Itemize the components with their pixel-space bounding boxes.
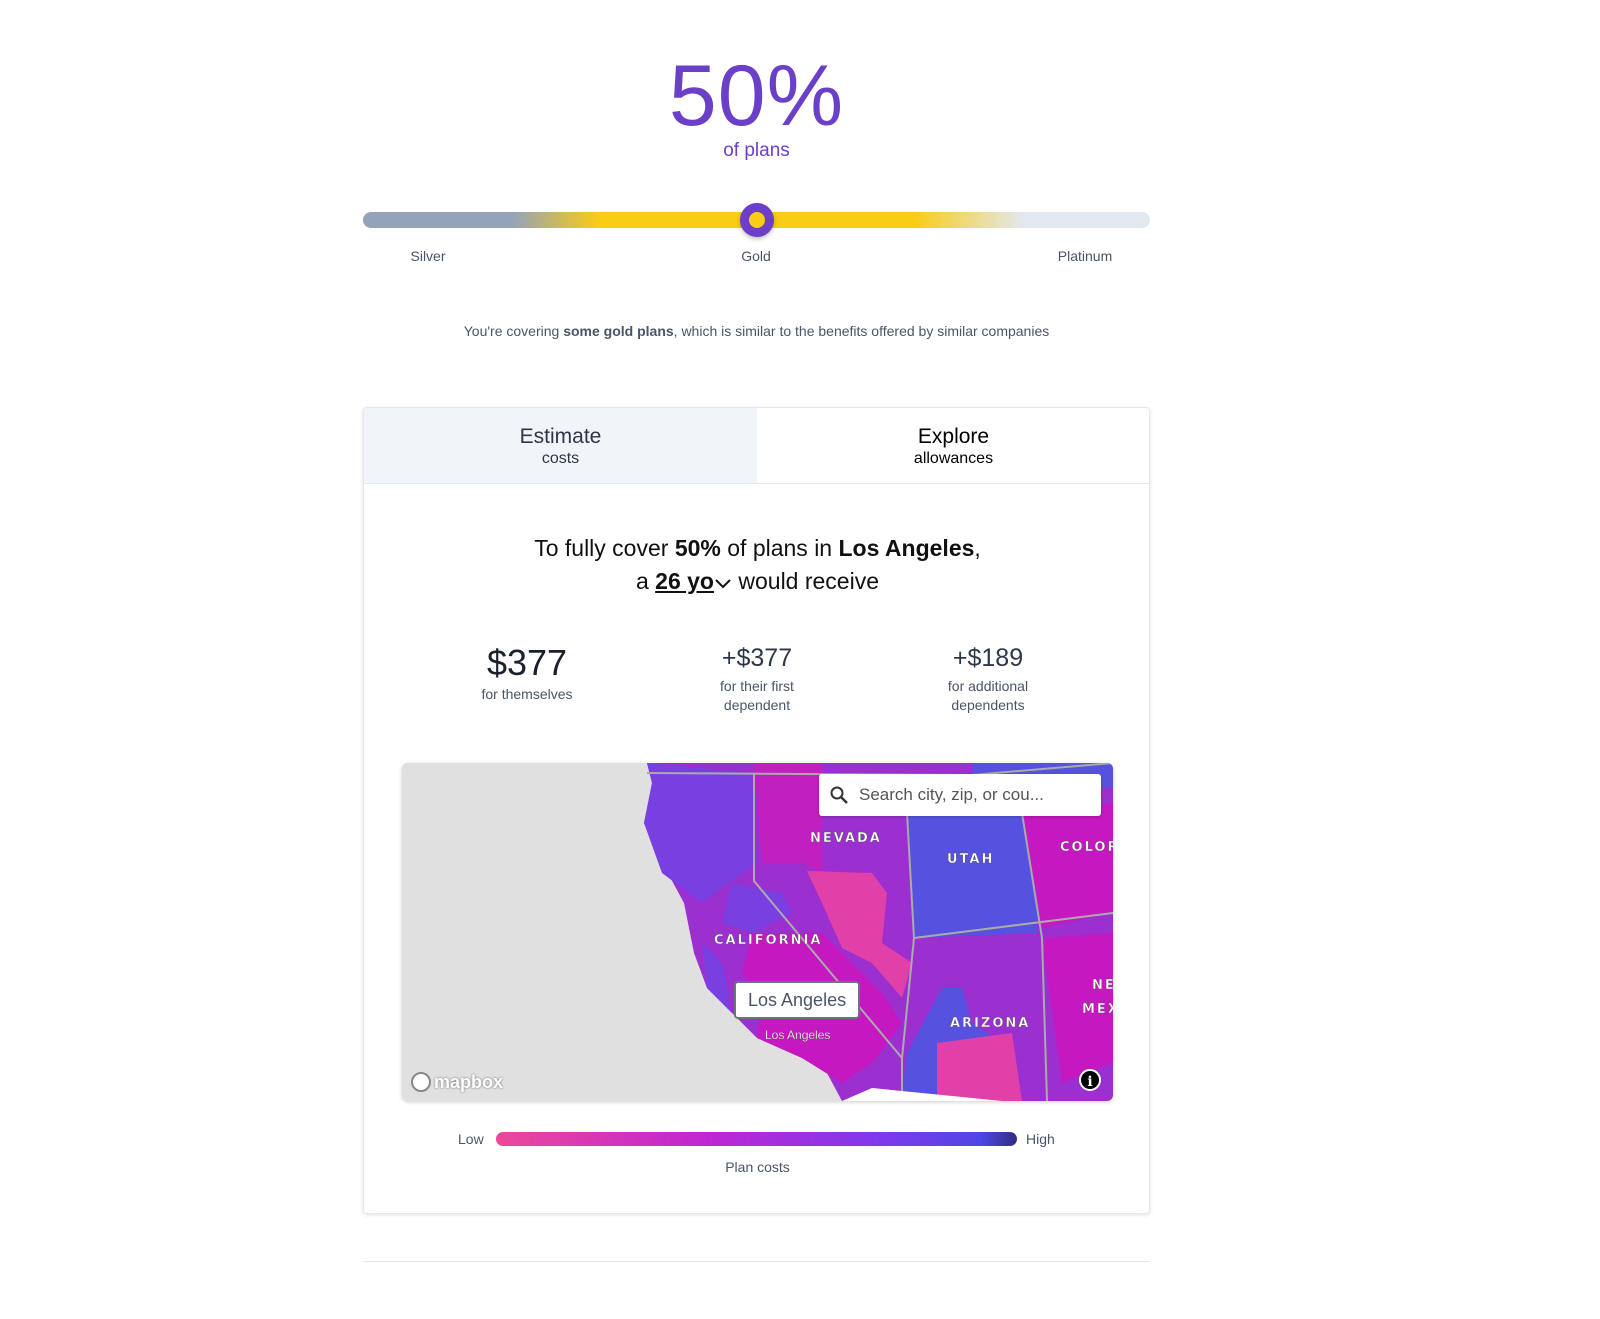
state-label-new: NE [1092, 978, 1113, 993]
state-label-utah: UTAH [947, 852, 994, 867]
plan-level-slider[interactable] [363, 203, 1150, 237]
city-label: Los Angeles [765, 1028, 830, 1042]
info-icon[interactable]: i [1079, 1069, 1101, 1091]
legend-gradient [496, 1132, 1017, 1146]
legend-high: High [1026, 1131, 1055, 1147]
tab-estimate-costs[interactable]: Estimate costs [364, 408, 757, 484]
legend-low: Low [458, 1131, 484, 1147]
tick-silver: Silver [410, 248, 446, 264]
tab-explore-allowances[interactable]: Explore allowances [757, 408, 1149, 484]
search-input[interactable] [859, 785, 1079, 805]
coverage-message: You're covering some gold plans, which i… [463, 323, 1050, 339]
stat-first-dependent: +$377 for their first dependent [720, 644, 794, 713]
plan-cost-map[interactable]: NEVADA UTAH COLOR CALIFORNIA ARIZONA NE … [402, 763, 1113, 1101]
search-icon [830, 786, 848, 804]
mapbox-icon [411, 1072, 431, 1092]
state-label-nevada: NEVADA [810, 831, 882, 846]
map-search[interactable] [819, 774, 1101, 816]
headline: To fully cover 50% of plans in Los Angel… [534, 535, 981, 594]
state-label-california: CALIFORNIA [714, 933, 822, 948]
state-label-arizona: ARIZONA [950, 1016, 1030, 1031]
age-dropdown[interactable]: 26 yo [655, 568, 732, 594]
legend-caption: Plan costs [725, 1159, 790, 1175]
slider-handle[interactable] [739, 203, 774, 237]
tick-gold: Gold [741, 248, 771, 264]
stat-additional-dependents: +$189 for additional dependents [947, 644, 1029, 713]
divider [363, 1261, 1150, 1262]
stat-self: $377 for themselves [481, 642, 573, 703]
state-label-colorado: COLOR [1060, 840, 1113, 855]
state-label-mexico: MEX [1082, 1002, 1113, 1017]
coverage-caption: of plans [723, 140, 790, 161]
location-popup: Los Angeles [734, 981, 861, 1019]
chevron-down-icon [715, 579, 731, 589]
tick-platinum: Platinum [1057, 248, 1113, 264]
mapbox-logo[interactable]: mapbox [410, 1071, 503, 1093]
estimate-card: Estimate costs Explore allowances To fully… [363, 407, 1150, 1214]
coverage-percent: 50% [668, 48, 845, 144]
